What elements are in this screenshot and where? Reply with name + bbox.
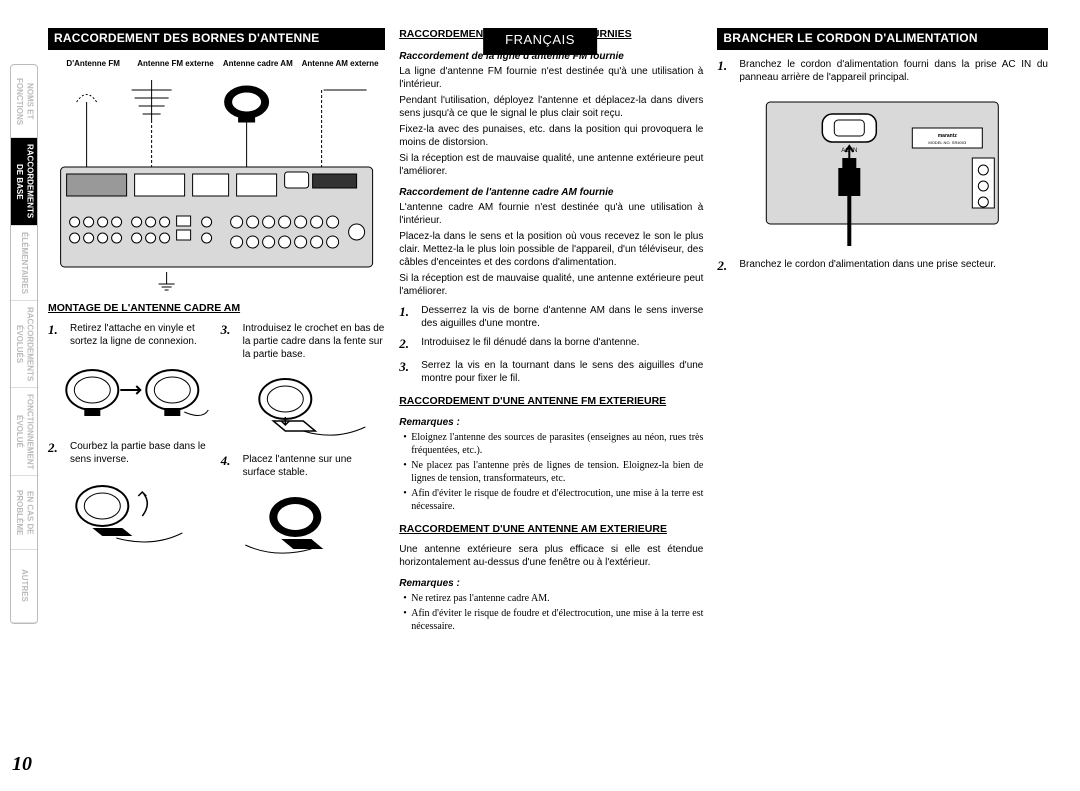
antenna-label-am-cadre: Antenne cadre AM — [217, 60, 299, 69]
sidebar-item-fonctionnement[interactable]: FONCTIONNEMENT ÉVOLUÉ — [11, 388, 37, 477]
step-number: 2. — [48, 440, 64, 466]
power-diagram: AC IN marantz MODEL NO. SR4003 — [717, 98, 1048, 248]
antenna-label-am-ext: Antenne AM externe — [299, 60, 381, 69]
am-step-3: 3.Serrez la vis en la tournant dans le s… — [399, 359, 703, 385]
page-number: 10 — [12, 751, 32, 777]
montage-illus-3 — [223, 373, 388, 443]
am-ext-bullet-1: Ne retirez pas l'antenne cadre AM. — [403, 592, 703, 605]
montage-step-1: 1. Retirez l'attache en vinyle et sortez… — [48, 322, 213, 348]
am-step-2: 2.Introduisez le fil dénudé dans la born… — [399, 336, 703, 353]
step-number: 4. — [221, 453, 237, 479]
am-p1: L'antenne cadre AM fournie n'est destiné… — [399, 201, 703, 227]
sidebar-item-raccordements-base[interactable]: RACCORDEMENTS DE BASE — [11, 138, 37, 225]
sidebar-item-probleme[interactable]: EN CAS DE PROBLÈME — [11, 476, 37, 549]
am-p2: Placez-la dans le sens et la position où… — [399, 230, 703, 269]
power-step-1: 1.Branchez le cordon d'alimentation four… — [717, 58, 1048, 84]
step-text: Retirez l'attache en vinyle et sortez la… — [70, 322, 213, 348]
fm-ext-bullet-1: Eloignez l'antenne des sources de parasi… — [403, 431, 703, 457]
language-tab: FRANÇAIS — [483, 28, 597, 55]
montage-step-4: 4. Placez l'antenne sur une surface stab… — [221, 453, 386, 479]
step-text: Courbez la partie base dans le sens inve… — [70, 440, 213, 466]
fm-p1: La ligne d'antenne FM fournie n'est dest… — [399, 65, 703, 91]
sidebar-item-elementaires[interactable]: ÉLÉMENTAIRES — [11, 226, 37, 301]
svg-text:marantz: marantz — [938, 133, 958, 139]
am-heading: Raccordement de l'antenne cadre AM fourn… — [399, 186, 703, 199]
am-ext-bullet-2: Afin d'éviter le risque de foudre et d'é… — [403, 607, 703, 633]
fm-p2: Pendant l'utilisation, déployez l'antenn… — [399, 94, 703, 120]
step-text: Introduisez le crochet en bas de la part… — [243, 322, 386, 361]
power-step-2: 2.Branchez le cordon d'alimentation dans… — [717, 258, 1048, 275]
montage-step-2: 2. Courbez la partie base dans le sens i… — [48, 440, 213, 466]
montage-illus-4 — [223, 491, 388, 561]
montage-illus-2 — [50, 478, 215, 548]
antenna-labels-row: D'Antenne FM Antenne FM externe Antenne … — [52, 60, 381, 69]
receiver-rear-diagram — [48, 72, 385, 292]
fm-ext-remarques: Remarques : — [399, 416, 703, 429]
am-ext-title: RACCORDEMENT D'UNE ANTENNE AM EXTERIEURE — [399, 523, 703, 537]
sidebar-item-noms[interactable]: NOMS ET FONCTIONS — [11, 65, 37, 138]
sidebar-item-autres[interactable]: AUTRES — [11, 550, 37, 623]
fm-ext-title: RACCORDEMENT D'UNE ANTENNE FM EXTERIEURE — [399, 395, 703, 409]
step-text: Placez l'antenne sur une surface stable. — [243, 453, 386, 479]
montage-title: MONTAGE DE L'ANTENNE CADRE AM — [48, 302, 385, 316]
sidebar-item-raccordements-evolues[interactable]: RACCORDEMENTS ÉVOLUÉS — [11, 301, 37, 388]
montage-illus-1 — [50, 360, 215, 430]
section-c-title: BRANCHER LE CORDON D'ALIMENTATION — [717, 28, 1048, 50]
antenna-label-fm-ext: Antenne FM externe — [134, 60, 216, 69]
section-a-title: RACCORDEMENT DES BORNES D'ANTENNE — [48, 28, 385, 50]
fm-ext-bullet-2: Ne placez pas l'antenne près de lignes d… — [403, 459, 703, 485]
fm-p4: Si la réception est de mauvaise qualité,… — [399, 152, 703, 178]
svg-text:MODEL NO. SR4003: MODEL NO. SR4003 — [929, 140, 968, 145]
montage-step-3: 3. Introduisez le crochet en bas de la p… — [221, 322, 386, 361]
step-number: 1. — [48, 322, 64, 348]
sidebar-tabs: NOMS ET FONCTIONS RACCORDEMENTS DE BASE … — [10, 64, 38, 624]
antenna-label-fm: D'Antenne FM — [52, 60, 134, 69]
fm-ext-bullet-3: Afin d'éviter le risque de foudre et d'é… — [403, 487, 703, 513]
am-ext-p1: Une antenne extérieure sera plus efficac… — [399, 543, 703, 569]
am-ext-remarques: Remarques : — [399, 577, 703, 590]
fm-p3: Fixez-la avec des punaises, etc. dans la… — [399, 123, 703, 149]
step-number: 3. — [221, 322, 237, 361]
am-step-1: 1.Desserrez la vis de borne d'antenne AM… — [399, 304, 703, 330]
am-p3: Si la réception est de mauvaise qualité,… — [399, 272, 703, 298]
